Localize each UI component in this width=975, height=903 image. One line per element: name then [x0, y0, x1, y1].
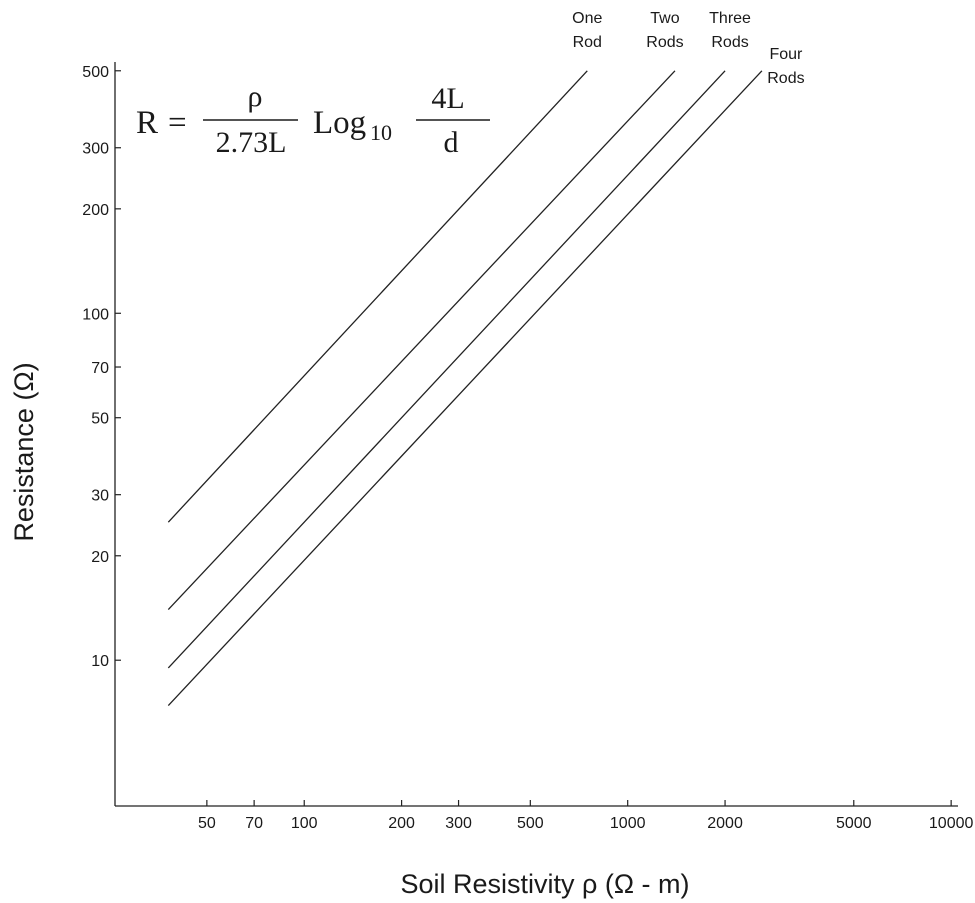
x-tick-label: 300 — [445, 815, 472, 832]
x-axis-title: Soil Resistivity ρ (Ω - m) — [400, 869, 689, 899]
series-label-four-rods: Rods — [767, 70, 804, 87]
y-tick-label: 100 — [82, 306, 109, 323]
y-tick-label: 500 — [82, 64, 109, 81]
series-label-three-rods: Rods — [711, 34, 748, 51]
x-tick-label: 500 — [517, 815, 544, 832]
y-tick-label: 10 — [91, 653, 109, 670]
y-tick-label: 50 — [91, 411, 109, 428]
formula-log-base: 10 — [370, 120, 392, 145]
series-line-one-rod — [167, 70, 588, 523]
y-tick-label: 20 — [91, 549, 109, 566]
formula-lhs: R — [136, 105, 158, 141]
formula-arg-denominator: d — [444, 126, 459, 159]
x-tick-label: 50 — [198, 815, 216, 832]
y-tick-label: 200 — [82, 202, 109, 219]
series-label-two-rods: Two — [650, 10, 679, 27]
y-ticks: 10 20 30 50 70 100 200 300 500 — [82, 64, 121, 670]
formula-arg-numerator: 4L — [431, 82, 464, 115]
y-axis-title: Resistance (Ω) — [9, 362, 39, 541]
series-label-one-rod: Rod — [573, 34, 602, 51]
y-tick-label: 30 — [91, 488, 109, 505]
series-line-three-rods — [167, 70, 726, 669]
x-tick-label: 2000 — [707, 815, 743, 832]
series-label-three-rods: Three — [709, 10, 751, 27]
series-label-two-rods: Rods — [646, 34, 683, 51]
x-tick-label: 100 — [291, 815, 318, 832]
series-label-four-rods: Four — [769, 46, 803, 63]
series-line-four-rods — [167, 70, 763, 707]
y-tick-label: 300 — [82, 141, 109, 158]
x-tick-label: 10000 — [929, 815, 974, 832]
formula-log: Log — [313, 105, 366, 141]
formula-equals: = — [168, 105, 187, 141]
chart-axes — [114, 62, 958, 807]
x-tick-label: 70 — [245, 815, 263, 832]
formula: R = ρ 2.73L Log 10 4L d — [136, 80, 490, 159]
formula-denominator: 2.73L — [216, 126, 287, 159]
y-tick-label: 70 — [91, 360, 109, 377]
x-ticks: 50 70 100 200 300 500 1000 2000 5000 10000 — [198, 800, 974, 832]
series-label-one-rod: One — [572, 10, 602, 27]
series-labels: One Rod Two Rods Three Rods Four Rods — [572, 10, 804, 87]
x-tick-label: 1000 — [610, 815, 646, 832]
series-lines — [167, 70, 763, 707]
formula-rho: ρ — [248, 80, 263, 113]
x-tick-label: 5000 — [836, 815, 872, 832]
series-line-two-rods — [167, 70, 676, 610]
x-tick-label: 200 — [388, 815, 415, 832]
